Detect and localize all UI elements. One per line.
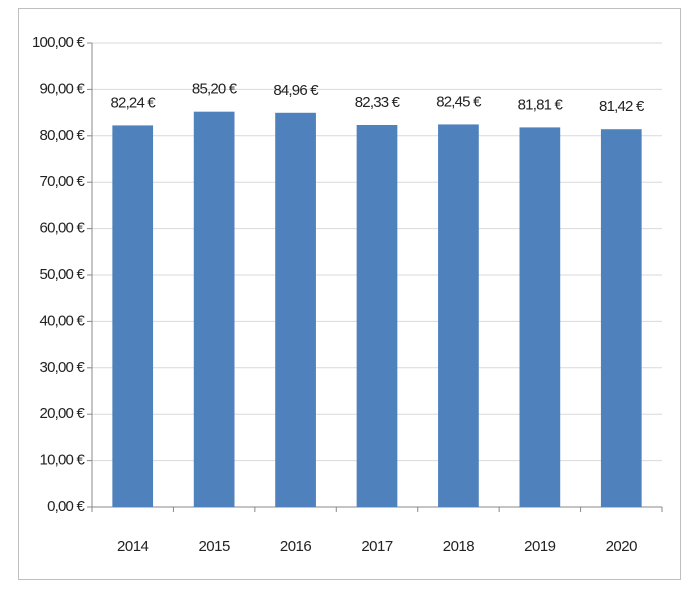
y-tick-label: 80,00 € — [40, 127, 86, 144]
x-tick-label: 2015 — [198, 538, 230, 555]
y-tick-label: 40,00 € — [40, 312, 86, 329]
value-label: 82,45 € — [436, 93, 482, 110]
x-tick-label: 2017 — [361, 538, 393, 555]
value-label: 85,20 € — [192, 81, 238, 98]
bar — [519, 127, 561, 507]
value-label: 82,24 € — [110, 94, 156, 111]
y-tick-label: 30,00 € — [40, 359, 86, 376]
value-label: 82,33 € — [355, 94, 401, 111]
value-label: 81,81 € — [518, 96, 564, 113]
x-tick-label: 2020 — [606, 538, 638, 555]
y-tick-label: 100,00 € — [32, 34, 85, 51]
bar — [193, 111, 235, 507]
bar — [600, 129, 642, 508]
x-tick-label: 2019 — [524, 538, 556, 555]
x-tick-label: 2016 — [280, 538, 312, 555]
y-tick-label: 20,00 € — [40, 405, 86, 422]
x-tick-label: 2018 — [443, 538, 475, 555]
value-label: 84,96 € — [273, 82, 319, 99]
bar — [112, 125, 154, 507]
bar — [356, 124, 398, 507]
y-tick-label: 0,00 € — [47, 498, 85, 515]
y-tick-label: 90,00 € — [40, 80, 86, 97]
value-label: 81,42 € — [599, 98, 645, 115]
y-tick-label: 70,00 € — [40, 173, 86, 190]
bar — [275, 112, 316, 508]
y-tick-label: 10,00 € — [40, 452, 86, 469]
y-tick-label: 50,00 € — [40, 266, 86, 283]
y-tick-label: 60,00 € — [40, 220, 86, 237]
bar — [438, 124, 479, 507]
x-tick-label: 2014 — [117, 538, 149, 555]
